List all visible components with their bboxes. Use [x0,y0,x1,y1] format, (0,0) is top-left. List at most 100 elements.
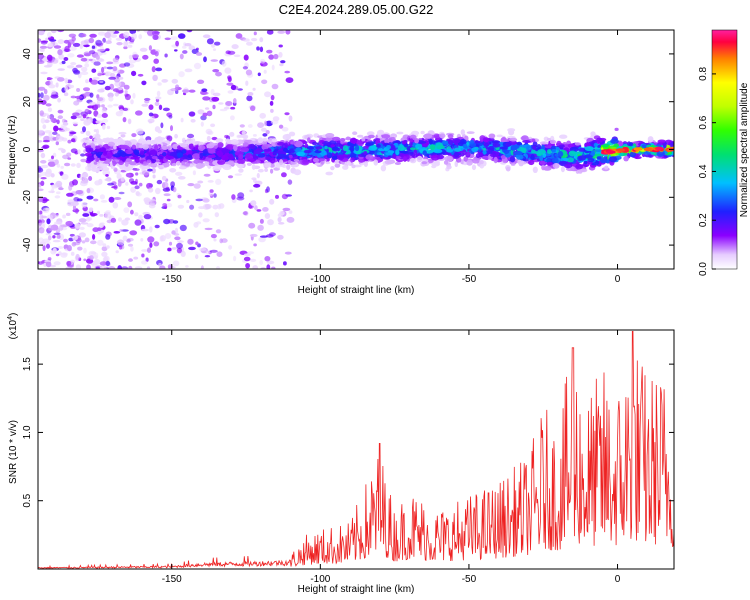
spectrogram-band-cell [578,147,586,152]
spectrogram-noise-cell [179,224,187,232]
spectrogram-noise-cell [105,48,110,52]
spectrogram-band-cell [315,146,323,150]
spectrogram-band-cell [331,136,341,142]
spectrogram-band-cell [253,155,259,160]
spectrogram-band-cell [447,134,454,139]
spectrogram-noise-cell [89,212,98,217]
spectrogram-noise-cell [234,173,242,176]
spectrogram-band-cell [206,143,215,149]
spectrogram-band-cell [608,156,618,163]
spectrogram-band-cell [237,163,244,169]
spectrogram-band-cell [521,135,529,142]
spectrogram-noise-cell [226,82,234,86]
spectrogram-band-cell [446,165,452,170]
spectrogram-noise-cell [89,101,97,106]
spectrogram-noise-cell [102,124,106,130]
spectrogram-band-cell [154,137,160,143]
spectrogram-noise-cell [80,40,89,46]
spectrogram-noise-cell [174,236,181,241]
spectrogram-noise-cell [261,79,268,85]
spectrogram-noise-cell [82,114,87,119]
spectrogram-noise-cell [227,75,232,80]
spectrogram-band-cell [207,147,216,154]
spectrogram-noise-cell [65,212,71,216]
spectrogram-noise-cell [168,115,173,119]
snr-series-line [38,331,674,569]
spectrogram-noise-cell [259,37,264,43]
spectrogram-noise-cell [105,260,111,267]
spectrogram-noise-cell [118,76,124,80]
spectrogram-band-cell [567,143,575,148]
spectrogram-band-cell [597,144,601,148]
spectrogram-band-cell [325,171,334,176]
spectrogram-noise-cell [133,256,139,260]
spectrogram-band-cell [334,142,342,147]
spectrogram-noise-cell [53,125,59,132]
spectrogram-noise-cell [58,147,64,151]
spectrogram-noise-cell [86,264,91,269]
spectrogram-band-cell [414,138,419,144]
spectrogram-band-cell [176,149,183,153]
spectrogram-noise-cell [67,53,75,58]
spectrogram-band-cell [363,151,368,155]
spectrogram-noise-cell [247,124,253,128]
spectrogram-band-cell [590,150,596,157]
spectrogram-noise-cell [96,113,103,118]
spectrogram-noise-cell [158,104,163,111]
spectrogram-noise-cell [73,100,80,106]
spectrogram-band-cell [111,139,118,143]
spectrogram-band-cell [560,166,565,173]
spectrogram-noise-cell [72,112,80,116]
spectrogram-noise-cell [55,253,60,257]
spectrogram-noise-cell [213,238,217,242]
spectrogram-noise-cell [99,80,104,83]
spectrogram-band-cell [384,159,394,165]
spectrogram-noise-cell [224,67,232,74]
spectrogram-noise-cell [42,198,50,202]
spectrogram-band-cell [242,142,249,147]
spectrogram-noise-cell [172,186,177,193]
spectrogram-band-cell [577,169,583,174]
spectrogram-noise-cell [144,100,150,104]
spectrogram-noise-cell [195,241,199,246]
spectrogram-noise-cell [245,263,251,269]
spectrogram-noise-cell [253,183,261,188]
spectrogram-noise-cell [85,79,89,84]
spectrogram-noise-cell [38,30,45,36]
snr-panel: -150 -100 -50 0 0.5 1.0 1.5 Height of straigh… [7,313,675,595]
spectrogram-band-cell [95,157,100,162]
spectrogram-band-cell [185,140,194,144]
spectrogram-noise-cell [218,102,224,105]
spectrogram-noise-cell [134,212,139,217]
spectrogram-band-cell [286,164,291,171]
spectrogram-noise-cell [128,54,133,60]
spectrogram-band-cell [293,140,303,148]
spectrogram-band-cell [382,156,391,160]
spectrogram-noise-cell [52,235,56,239]
spectrogram-noise-cell [93,259,101,265]
spectrogram-noise-cell [40,180,45,186]
spectrogram-noise-cell [107,182,115,186]
spectrogram-noise-cell [215,71,222,77]
spectrogram-band-cell [142,143,149,150]
spectrogram-noise-cell [163,193,171,197]
spectrogram-noise-cell [262,207,269,212]
spectrogram-noise-cell [285,30,291,35]
spectrogram-band-cell [433,134,441,139]
spectrogram-band-cell [361,137,366,142]
spectrogram-band-cell [614,127,619,131]
spectrogram-noise-cell [195,254,199,260]
spectrogram-peak-cell [607,150,616,154]
spectrogram-band-cell [365,154,374,160]
spectrogram-noise-cell [251,37,258,42]
spectrogram-band-cell [420,130,425,135]
spectrogram-noise-cell [131,133,137,138]
spectrogram-band-cell [169,168,177,173]
spectrogram-noise-cell [103,255,110,262]
spectrogram-band-cell [240,159,245,164]
spectrogram-band-cell [551,148,556,153]
spectrogram-band-cell [171,162,177,167]
spectrogram-noise-cell [42,244,46,252]
spectrogram-band-cell [360,162,365,166]
spectrogram-band-cell [496,134,503,138]
